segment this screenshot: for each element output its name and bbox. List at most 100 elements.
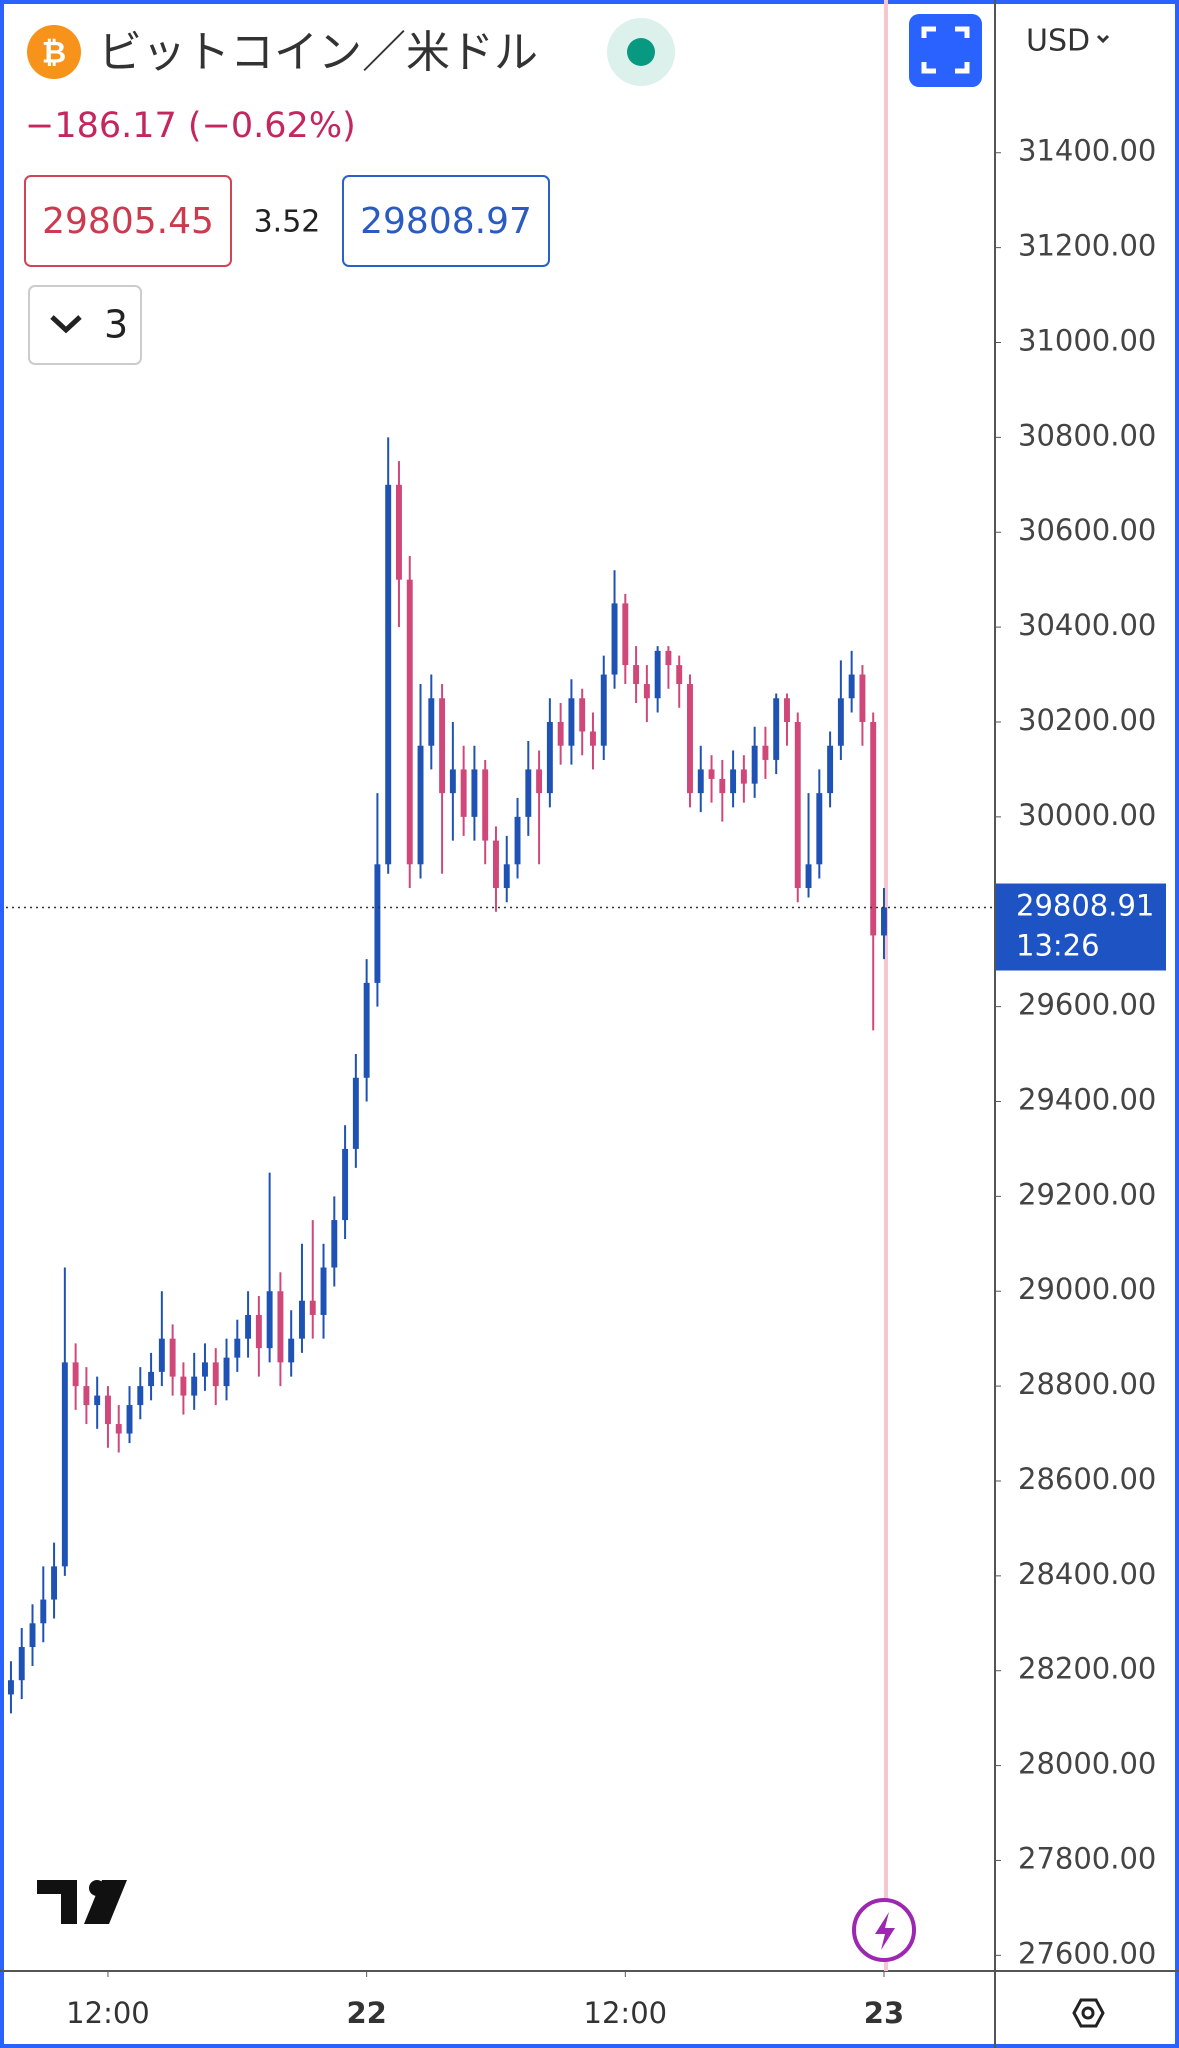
y-tick-label: 27600.00	[1018, 1936, 1156, 1970]
candle-body	[870, 721, 877, 936]
x-tick-label: 23	[864, 1996, 904, 2030]
candle-body	[719, 778, 726, 794]
candle-body	[255, 1314, 262, 1349]
candle-body	[881, 907, 887, 936]
candle-body	[514, 816, 521, 865]
bolt-icon	[875, 1912, 895, 1950]
y-tick-label: 28200.00	[1018, 1652, 1156, 1686]
candle-body	[654, 650, 661, 699]
candle-body	[7, 1680, 14, 1695]
candle-body	[730, 769, 737, 794]
chevron	[50, 315, 82, 334]
candle-body	[223, 1357, 230, 1387]
candle-body	[482, 769, 489, 841]
candle-body	[212, 1362, 219, 1387]
y-tick-label: 27800.00	[1018, 1841, 1156, 1875]
candle-body	[762, 745, 769, 760]
candle-body	[428, 698, 435, 746]
y-tick-label: 31400.00	[1018, 134, 1156, 168]
y-tick-label: 28600.00	[1018, 1462, 1156, 1496]
settings-button[interactable]	[1072, 1998, 1105, 2028]
logo	[89, 1880, 105, 1896]
candle-body	[600, 674, 607, 746]
candle-body	[40, 1599, 47, 1624]
y-tick-label: 29600.00	[1018, 988, 1156, 1022]
candle-body	[827, 745, 834, 794]
price-tag-label: 29808.91	[1016, 889, 1154, 923]
x-tick-label: 12:00	[584, 1996, 668, 2030]
indicator-count: 3	[104, 303, 128, 347]
candle-body	[277, 1291, 284, 1363]
sell-button[interactable]	[24, 175, 232, 267]
candle-body	[331, 1220, 338, 1268]
candle-body	[859, 674, 866, 722]
candle-body	[245, 1314, 252, 1339]
candle-body	[449, 769, 456, 794]
fullscreen-button[interactable]	[909, 14, 982, 87]
x-tick-label: 12:00	[66, 1996, 150, 2030]
candle-body	[816, 793, 823, 865]
candle-body	[29, 1623, 36, 1648]
settings-icon	[1081, 2006, 1095, 2020]
candle-body	[503, 864, 510, 889]
candle-body	[299, 1300, 305, 1339]
candle-body	[234, 1338, 241, 1358]
y-tick-label: 30000.00	[1018, 798, 1156, 832]
candle-body	[579, 698, 586, 732]
candle-body	[697, 769, 704, 794]
fullscreen-icon	[921, 26, 970, 74]
candle-body	[342, 1148, 349, 1221]
y-tick-label: 28400.00	[1018, 1557, 1156, 1591]
candle-body	[126, 1405, 133, 1434]
candle-body	[406, 579, 413, 865]
candle-body	[773, 698, 780, 760]
buy-button[interactable]	[342, 175, 550, 267]
bid-price: 29805.45	[42, 201, 214, 242]
currency-select[interactable]: USD	[1026, 24, 1090, 59]
candle-body	[191, 1376, 198, 1396]
candle-body	[385, 484, 392, 865]
candle-body	[61, 1362, 68, 1567]
y-tick-label: 29000.00	[1018, 1272, 1156, 1306]
candle-body	[643, 684, 650, 699]
candle-body	[525, 769, 532, 817]
status-dot	[627, 38, 655, 66]
candle-body	[590, 731, 596, 746]
candle-body	[687, 684, 693, 794]
y-tick-label: 31200.00	[1018, 229, 1156, 263]
candle-body	[94, 1395, 101, 1406]
candle-body	[848, 674, 855, 699]
candle-body	[158, 1338, 165, 1372]
candle-body	[169, 1338, 176, 1377]
candle-body	[794, 721, 801, 889]
y-tick-label: 29200.00	[1018, 1177, 1156, 1211]
candle-body	[51, 1566, 58, 1600]
y-tick-label: 30400.00	[1018, 608, 1156, 642]
candle-body	[805, 864, 812, 889]
plot	[6, 0, 995, 1971]
candle-body	[568, 698, 575, 746]
candle-body	[665, 650, 672, 666]
candle-body	[115, 1424, 122, 1434]
candle-body	[72, 1362, 79, 1387]
y-tick-label: 28800.00	[1018, 1367, 1156, 1401]
candle-body	[439, 698, 446, 794]
y-tick-label: 28000.00	[1018, 1747, 1156, 1781]
candle-body	[460, 769, 467, 817]
candle-body	[493, 840, 499, 889]
candle-body	[180, 1376, 187, 1396]
coin-glyph: ₿	[42, 36, 66, 71]
candle-body	[309, 1300, 316, 1315]
candle-body	[83, 1386, 90, 1406]
ask-price: 29808.97	[360, 201, 532, 242]
candle-body	[784, 698, 790, 722]
indicators-toggle[interactable]	[28, 285, 142, 365]
candle-body	[557, 721, 564, 746]
y-tick-label: 30200.00	[1018, 703, 1156, 737]
candle-body	[266, 1291, 273, 1349]
y-tick-label: 29400.00	[1018, 1082, 1156, 1116]
candle-body	[676, 665, 683, 685]
candle-body	[417, 745, 424, 865]
candle-body	[104, 1395, 111, 1425]
